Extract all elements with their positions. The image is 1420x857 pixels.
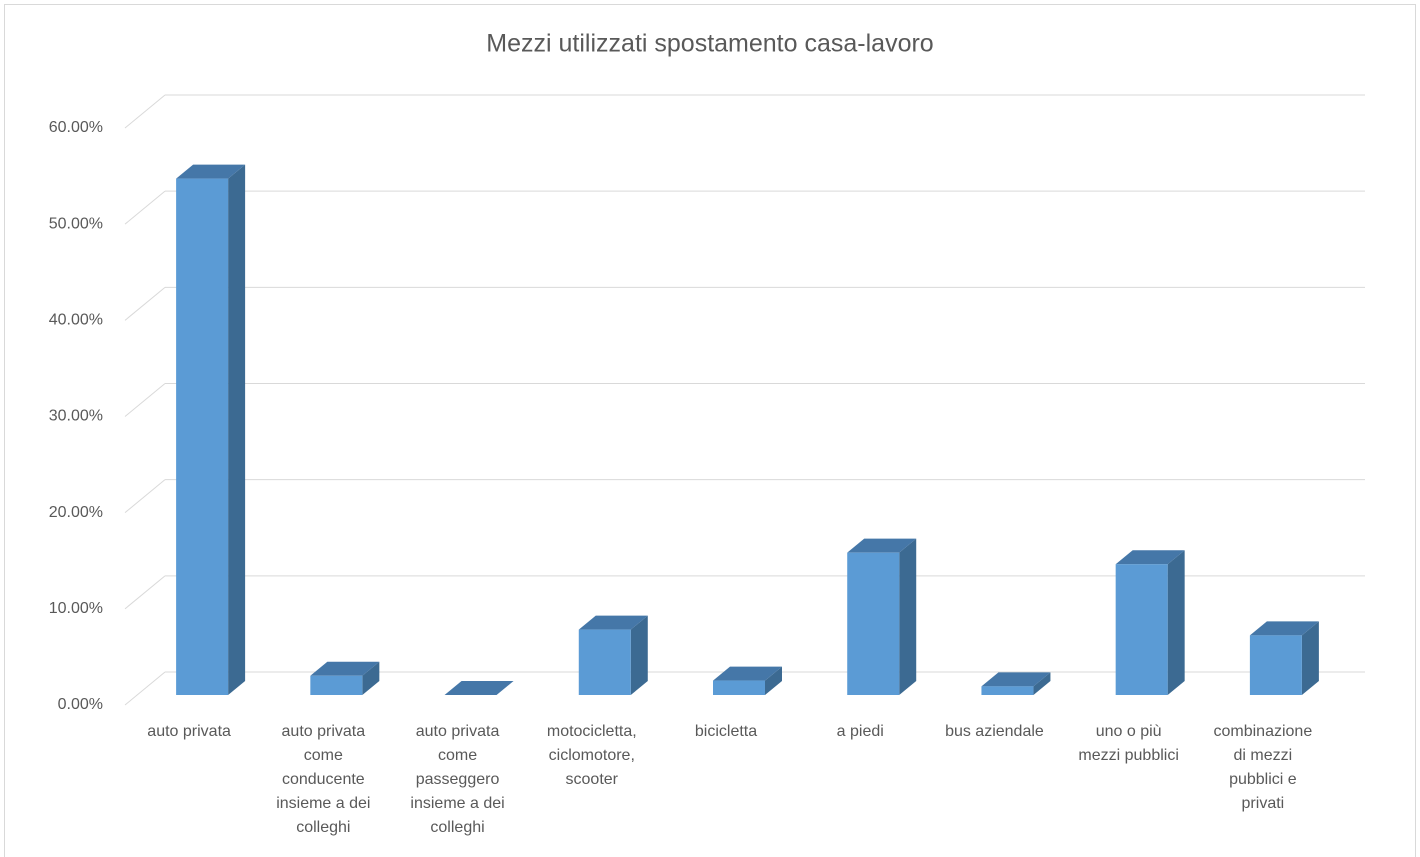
bar: [310, 675, 363, 695]
bar-top: [1115, 550, 1185, 565]
bar: [1115, 564, 1168, 695]
bar-top: [310, 661, 380, 676]
x-tick-label: bicicletta: [694, 723, 758, 740]
x-tick-label: a piedi: [836, 723, 884, 740]
bar-top: [847, 538, 917, 553]
x-tick-label: bus aziendale: [945, 723, 1044, 740]
bar: [981, 686, 1034, 695]
chart-title: Mezzi utilizzati spostamento casa-lavoro: [486, 30, 933, 58]
grid-diagonal: [124, 286, 166, 321]
bar-top: [444, 681, 514, 695]
bar: [713, 680, 765, 695]
grid-diagonal: [124, 479, 166, 514]
bar: [1249, 635, 1302, 695]
x-tick-label: auto privata come conducente insieme a d…: [276, 723, 371, 836]
grid-diagonal: [124, 671, 166, 706]
bar: [847, 552, 900, 695]
bar-side: [362, 661, 380, 695]
y-tick-label: 60.00%: [49, 119, 103, 136]
y-tick-label: 40.00%: [49, 312, 103, 329]
bar-side: [1033, 672, 1051, 695]
bar-top: [713, 666, 782, 681]
bar: [176, 178, 229, 695]
x-tick-label: uno o più mezzi pubblici: [1078, 723, 1179, 764]
bar-side: [1167, 550, 1185, 695]
bar-side: [765, 666, 782, 695]
grid-diagonal: [124, 190, 166, 225]
y-tick-label: 20.00%: [49, 504, 103, 521]
bar-top: [578, 615, 648, 630]
bar-side: [630, 615, 648, 695]
grid-diagonal: [124, 94, 166, 129]
x-tick-label: auto privata come passeggero insieme a d…: [410, 723, 505, 836]
x-tick-label: motocicletta, ciclomotore, scooter: [546, 723, 637, 788]
bar: [578, 629, 631, 695]
x-tick-label: combinazione di mezzi pubblici e privati: [1213, 723, 1313, 812]
bar-side: [228, 164, 246, 695]
bar-side: [1301, 621, 1319, 695]
bar-top: [981, 672, 1051, 687]
y-tick-label: 30.00%: [49, 408, 103, 425]
y-tick-label: 10.00%: [49, 600, 103, 617]
grid-diagonal: [124, 575, 166, 610]
bar-top: [176, 164, 246, 179]
y-tick-label: 0.00%: [58, 696, 103, 713]
grid-diagonal: [124, 383, 166, 417]
y-tick-label: 50.00%: [49, 215, 103, 232]
bar-side: [899, 538, 917, 695]
x-tick-label: auto privata: [147, 723, 231, 740]
bar-top: [1249, 621, 1319, 636]
